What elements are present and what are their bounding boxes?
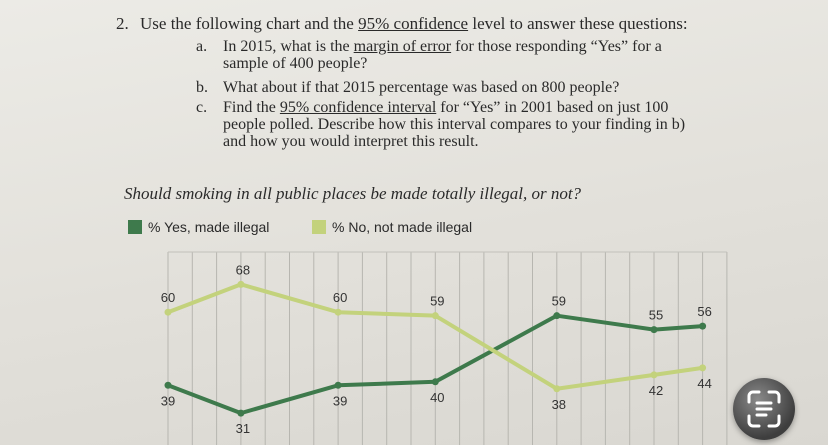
no-data-point	[164, 308, 172, 316]
sub-question-line: people polled. Describe how this interva…	[223, 116, 685, 134]
no-data-label: 42	[649, 383, 663, 398]
text-scan-icon	[747, 390, 781, 428]
yes-data-point	[334, 381, 342, 389]
yes-data-point	[164, 381, 172, 389]
question-text: Use the following chart and the 95% conf…	[140, 14, 688, 34]
no-data-point	[431, 312, 439, 320]
sub-question-letter: a.	[196, 38, 208, 55]
text-segment: for “Yes” in 2001 based on just 100	[436, 99, 669, 116]
sub-question-line: sample of 400 people?	[223, 55, 367, 73]
no-data-point	[334, 308, 342, 316]
legend-no-label: % No, not made illegal	[332, 219, 473, 235]
text-segment: and how you would interpret this result.	[223, 133, 479, 150]
yes-data-label: 31	[236, 421, 250, 436]
sub-question-line: Find the 95% confidence interval for “Ye…	[223, 99, 668, 117]
chart-title: Should smoking in all public places be m…	[124, 184, 582, 203]
legend-yes-label: % Yes, made illegal	[148, 219, 270, 235]
yes-data-label: 39	[161, 393, 175, 408]
yes-data-label: 56	[697, 304, 711, 319]
yes-data-label: 59	[552, 294, 566, 309]
no-data-label: 59	[430, 294, 444, 309]
no-data-point	[237, 280, 245, 288]
no-data-label: 60	[333, 290, 347, 305]
text-segment: What about if that 2015 percentage was b…	[223, 79, 620, 96]
no-data-label: 44	[697, 376, 711, 391]
text-segment: In 2015, what is the	[223, 38, 354, 55]
legend-yes-swatch	[128, 220, 142, 234]
no-data-point	[650, 371, 658, 379]
question-text-post: level to answer these questions:	[468, 14, 688, 33]
yes-data-point	[650, 326, 658, 334]
yes-data-label: 40	[430, 390, 444, 405]
no-data-label: 68	[236, 262, 250, 277]
no-data-label: 38	[552, 397, 566, 412]
sub-question-letter: c.	[196, 99, 208, 116]
sub-question-letter: b.	[196, 79, 208, 96]
sub-question-line: In 2015, what is the margin of error for…	[223, 38, 662, 56]
underlined-term: 95% confidence interval	[279, 99, 437, 116]
underlined-term: margin of error	[353, 38, 452, 55]
legend-no-swatch	[312, 220, 326, 234]
yes-data-point	[237, 409, 245, 417]
sub-question-line: and how you would interpret this result.	[223, 133, 479, 151]
text-scan-button[interactable]	[733, 378, 795, 440]
question-number: 2.	[116, 14, 129, 33]
text-segment: sample of 400 people?	[223, 55, 368, 72]
yes-data-label: 39	[333, 393, 347, 408]
text-segment: Find the	[223, 99, 280, 116]
no-data-point	[699, 364, 707, 372]
yes-data-point	[431, 378, 439, 386]
yes-data-point	[699, 322, 707, 330]
legend-yes: % Yes, made illegal	[128, 219, 269, 235]
legend-no: % No, not made illegal	[312, 219, 472, 235]
no-data-label: 60	[161, 290, 175, 305]
sub-question-line: What about if that 2015 percentage was b…	[223, 79, 619, 97]
text-segment: for those responding “Yes” for a	[451, 38, 662, 55]
yes-data-label: 55	[649, 308, 663, 323]
question-text-pre: Use the following chart and the	[140, 14, 359, 33]
question-text-link: 95% confidence	[358, 14, 469, 33]
no-data-point	[553, 385, 561, 393]
text-segment: people polled. Describe how this interva…	[223, 116, 686, 133]
yes-data-point	[553, 312, 561, 320]
